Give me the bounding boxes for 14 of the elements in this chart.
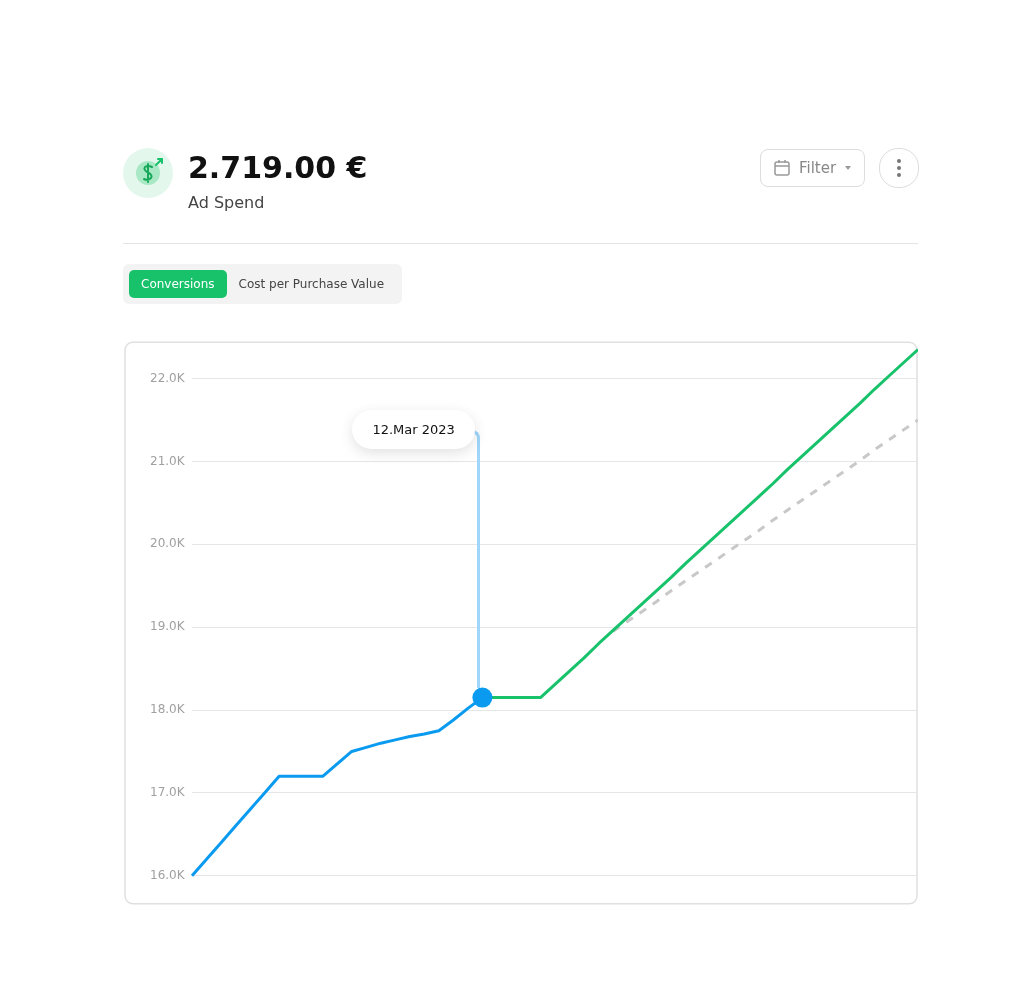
y-tick-label: 18.0K (150, 702, 186, 717)
y-tick-label: 20.0K (150, 536, 186, 551)
y-tick-label: 19.0K (150, 619, 186, 634)
y-tick-label: 17.0K (150, 785, 186, 800)
y-tick-label: 21.0K (150, 453, 186, 468)
text: Conversions (129, 270, 227, 298)
chart-title: 2.719.00 € (188, 150, 368, 185)
text: Filter (799, 159, 837, 177)
y-tick-label: 16.0K (150, 867, 186, 882)
annotation: 12.Mar 2023 (352, 410, 475, 449)
chart-subtitle: Ad Spend (188, 193, 265, 212)
y-tick-label: 22.0K (150, 370, 186, 385)
text: Cost per Purchase Value (237, 276, 386, 293)
line-series (611, 418, 918, 633)
